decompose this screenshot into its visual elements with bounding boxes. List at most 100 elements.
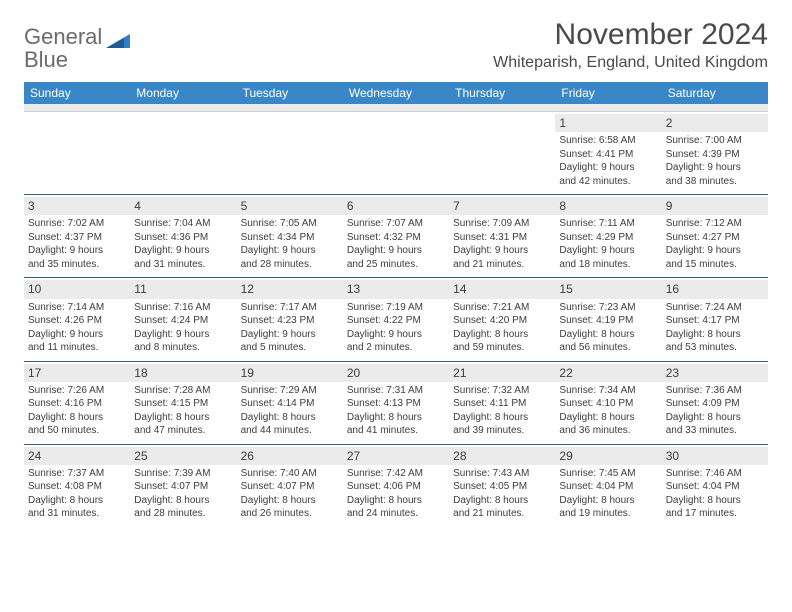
- calendar-grid: Sunday Monday Tuesday Wednesday Thursday…: [24, 82, 768, 527]
- day2-text: and 2 minutes.: [347, 341, 445, 355]
- day2-text: and 18 minutes.: [559, 258, 657, 272]
- day1-text: Daylight: 8 hours: [453, 328, 551, 342]
- day2-text: and 17 minutes.: [666, 507, 764, 521]
- weekday-label: Monday: [130, 82, 236, 104]
- day1-text: Daylight: 8 hours: [241, 411, 339, 425]
- week-row: 3Sunrise: 7:02 AMSunset: 4:37 PMDaylight…: [24, 195, 768, 278]
- day-number: 17: [24, 364, 130, 382]
- day-cell: 23Sunrise: 7:36 AMSunset: 4:09 PMDayligh…: [662, 362, 768, 444]
- day-number: 21: [449, 364, 555, 382]
- day1-text: Daylight: 9 hours: [453, 244, 551, 258]
- day-number: 11: [130, 280, 236, 298]
- sunrise-text: Sunrise: 7:32 AM: [453, 384, 551, 398]
- sunrise-text: Sunrise: 7:05 AM: [241, 217, 339, 231]
- day-number: 18: [130, 364, 236, 382]
- day2-text: and 31 minutes.: [28, 507, 126, 521]
- sunrise-text: Sunrise: 7:21 AM: [453, 301, 551, 315]
- day-cell: 2Sunrise: 7:00 AMSunset: 4:39 PMDaylight…: [662, 112, 768, 194]
- day-number: 5: [237, 197, 343, 215]
- day-number: 16: [662, 280, 768, 298]
- sunrise-text: Sunrise: 7:36 AM: [666, 384, 764, 398]
- day-number: 4: [130, 197, 236, 215]
- sunrise-text: Sunrise: 7:04 AM: [134, 217, 232, 231]
- day-cell: 1Sunrise: 6:58 AMSunset: 4:41 PMDaylight…: [555, 112, 661, 194]
- sunrise-text: Sunrise: 7:17 AM: [241, 301, 339, 315]
- sunset-text: Sunset: 4:23 PM: [241, 314, 339, 328]
- day1-text: Daylight: 9 hours: [28, 244, 126, 258]
- week-row: 1Sunrise: 6:58 AMSunset: 4:41 PMDaylight…: [24, 112, 768, 195]
- sunset-text: Sunset: 4:39 PM: [666, 148, 764, 162]
- day-cell: 7Sunrise: 7:09 AMSunset: 4:31 PMDaylight…: [449, 195, 555, 277]
- sunset-text: Sunset: 4:41 PM: [559, 148, 657, 162]
- day-cell: 10Sunrise: 7:14 AMSunset: 4:26 PMDayligh…: [24, 278, 130, 360]
- sunset-text: Sunset: 4:06 PM: [347, 480, 445, 494]
- sunset-text: Sunset: 4:24 PM: [134, 314, 232, 328]
- day2-text: and 50 minutes.: [28, 424, 126, 438]
- day-number: 19: [237, 364, 343, 382]
- day1-text: Daylight: 9 hours: [134, 244, 232, 258]
- weekday-label: Friday: [555, 82, 661, 104]
- day-cell: 12Sunrise: 7:17 AMSunset: 4:23 PMDayligh…: [237, 278, 343, 360]
- day2-text: and 15 minutes.: [666, 258, 764, 272]
- sunrise-text: Sunrise: 7:19 AM: [347, 301, 445, 315]
- weekday-label: Tuesday: [237, 82, 343, 104]
- day-cell: 28Sunrise: 7:43 AMSunset: 4:05 PMDayligh…: [449, 445, 555, 527]
- day2-text: and 38 minutes.: [666, 175, 764, 189]
- sunrise-text: Sunrise: 7:11 AM: [559, 217, 657, 231]
- day1-text: Daylight: 9 hours: [241, 328, 339, 342]
- day-cell: 24Sunrise: 7:37 AMSunset: 4:08 PMDayligh…: [24, 445, 130, 527]
- day2-text: and 39 minutes.: [453, 424, 551, 438]
- day1-text: Daylight: 8 hours: [666, 494, 764, 508]
- day1-text: Daylight: 8 hours: [28, 494, 126, 508]
- sunset-text: Sunset: 4:13 PM: [347, 397, 445, 411]
- title-block: November 2024 Whiteparish, England, Unit…: [493, 18, 768, 72]
- day-number: 14: [449, 280, 555, 298]
- sunrise-text: Sunrise: 7:37 AM: [28, 467, 126, 481]
- day1-text: Daylight: 8 hours: [134, 411, 232, 425]
- day-cell: 21Sunrise: 7:32 AMSunset: 4:11 PMDayligh…: [449, 362, 555, 444]
- day2-text: and 56 minutes.: [559, 341, 657, 355]
- sunset-text: Sunset: 4:32 PM: [347, 231, 445, 245]
- day2-text: and 8 minutes.: [134, 341, 232, 355]
- day-number: 15: [555, 280, 661, 298]
- weekday-label: Saturday: [662, 82, 768, 104]
- sunrise-text: Sunrise: 7:43 AM: [453, 467, 551, 481]
- day2-text: and 31 minutes.: [134, 258, 232, 272]
- day-cell: 9Sunrise: 7:12 AMSunset: 4:27 PMDaylight…: [662, 195, 768, 277]
- sunrise-text: Sunrise: 7:31 AM: [347, 384, 445, 398]
- sunset-text: Sunset: 4:05 PM: [453, 480, 551, 494]
- day2-text: and 21 minutes.: [453, 507, 551, 521]
- day-cell: 14Sunrise: 7:21 AMSunset: 4:20 PMDayligh…: [449, 278, 555, 360]
- sunset-text: Sunset: 4:17 PM: [666, 314, 764, 328]
- day1-text: Daylight: 9 hours: [134, 328, 232, 342]
- day-number: 25: [130, 447, 236, 465]
- sunrise-text: Sunrise: 7:26 AM: [28, 384, 126, 398]
- sunset-text: Sunset: 4:37 PM: [28, 231, 126, 245]
- day-cell: [130, 112, 236, 194]
- location-label: Whiteparish, England, United Kingdom: [493, 54, 768, 72]
- day1-text: Daylight: 8 hours: [241, 494, 339, 508]
- weekday-label: Sunday: [24, 82, 130, 104]
- day-cell: 26Sunrise: 7:40 AMSunset: 4:07 PMDayligh…: [237, 445, 343, 527]
- sunrise-text: Sunrise: 7:09 AM: [453, 217, 551, 231]
- day2-text: and 19 minutes.: [559, 507, 657, 521]
- day-number: 30: [662, 447, 768, 465]
- day1-text: Daylight: 8 hours: [28, 411, 126, 425]
- sunset-text: Sunset: 4:15 PM: [134, 397, 232, 411]
- sunrise-text: Sunrise: 7:46 AM: [666, 467, 764, 481]
- sunset-text: Sunset: 4:14 PM: [241, 397, 339, 411]
- sunrise-text: Sunrise: 7:14 AM: [28, 301, 126, 315]
- day1-text: Daylight: 9 hours: [347, 328, 445, 342]
- day-number: 22: [555, 364, 661, 382]
- day2-text: and 26 minutes.: [241, 507, 339, 521]
- day2-text: and 47 minutes.: [134, 424, 232, 438]
- sunrise-text: Sunrise: 7:45 AM: [559, 467, 657, 481]
- day-cell: 11Sunrise: 7:16 AMSunset: 4:24 PMDayligh…: [130, 278, 236, 360]
- day-cell: [343, 112, 449, 194]
- sunrise-text: Sunrise: 6:58 AM: [559, 134, 657, 148]
- sunset-text: Sunset: 4:31 PM: [453, 231, 551, 245]
- day-cell: 6Sunrise: 7:07 AMSunset: 4:32 PMDaylight…: [343, 195, 449, 277]
- header: General Blue November 2024 Whiteparish, …: [24, 18, 768, 72]
- week-row: 24Sunrise: 7:37 AMSunset: 4:08 PMDayligh…: [24, 445, 768, 527]
- day-cell: 17Sunrise: 7:26 AMSunset: 4:16 PMDayligh…: [24, 362, 130, 444]
